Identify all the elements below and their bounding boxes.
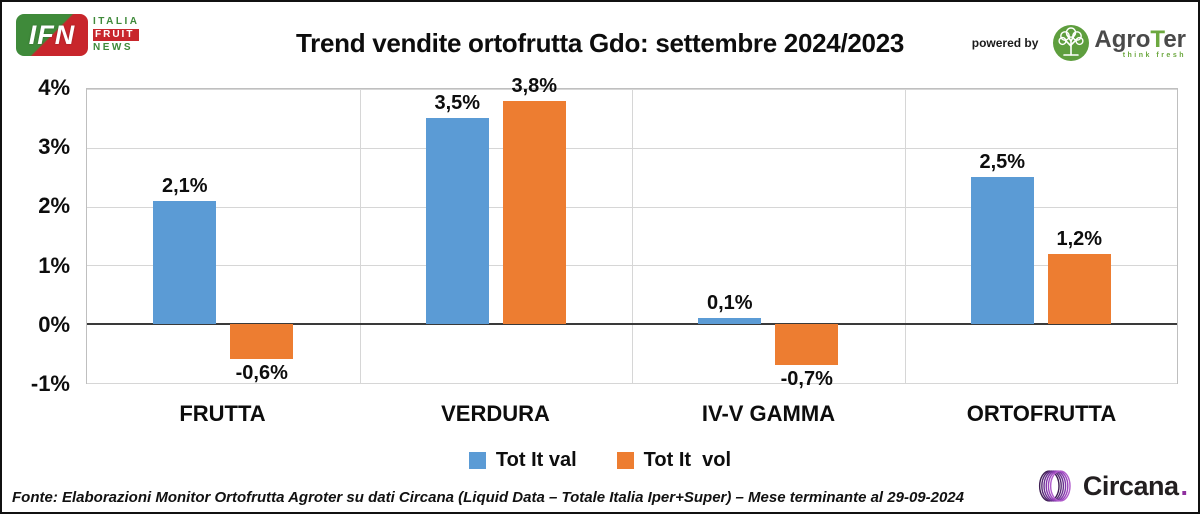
powered-by-block: powered by xyxy=(972,24,1186,62)
ifn-wordmark: ITALIA FRUIT NEWS xyxy=(93,14,140,56)
bar-group-frutta: 2,1% -0,6% xyxy=(87,89,360,384)
zero-axis-line xyxy=(87,323,1177,326)
bar-value-label: 3,8% xyxy=(511,74,558,97)
bar-value-label: -0,6% xyxy=(235,362,288,385)
category-label-ortofrutta: ORTOFRUTTA xyxy=(966,401,1117,426)
category-label-frutta: FRUTTA xyxy=(179,401,266,426)
source-note: Fonte: Elaborazioni Monitor Ortofrutta A… xyxy=(12,489,964,506)
ifn-line-fruit: FRUIT xyxy=(93,29,140,41)
bar-tot-it-vol-frutta: -0,6% xyxy=(230,324,294,384)
category-label-verdura: VERDURA xyxy=(441,401,550,426)
bar-group-ortofrutta: 2,5% 1,2% xyxy=(905,89,1178,383)
legend: Tot It val Tot It vol xyxy=(2,446,1198,474)
bar-tot-it-val-verdura: 3,5% xyxy=(425,92,489,325)
agroter-tree-icon xyxy=(1053,25,1090,61)
agroter-tagline: think fresh xyxy=(1122,51,1186,59)
y-tick-label: -1% xyxy=(30,371,70,396)
ifn-line-news: NEWS xyxy=(93,42,133,53)
circana-rings-icon xyxy=(1038,470,1071,502)
bar-value-label: 2,5% xyxy=(979,151,1026,174)
ifn-logo: IFN ITALIA FRUIT NEWS xyxy=(16,14,140,56)
circana-period: . xyxy=(1180,470,1188,501)
y-tick-label: 1% xyxy=(38,252,70,278)
ifn-line-italia: ITALIA xyxy=(93,16,140,27)
bar-value-label: 3,5% xyxy=(434,92,481,115)
bar-group-verdura: 3,5% 3,8% xyxy=(360,75,633,383)
bar-value-label: 0,1% xyxy=(706,292,753,315)
bar-tot-it-vol-ortofrutta: 1,2% xyxy=(1047,228,1111,325)
circana-wordmark: Circana xyxy=(1082,470,1179,501)
vertical-gridline xyxy=(359,89,361,383)
powered-by-label: powered by xyxy=(971,36,1039,50)
plot-area: 2,1% -0,6% 3,5% 3,8% 0,1% -0,7% 2,5% 1,2% xyxy=(86,75,1178,390)
bar-tot-it-val-frutta: 2,1% xyxy=(153,175,217,325)
vertical-gridline xyxy=(632,89,633,383)
bar-tot-it-val-ortofrutta: 2,5% xyxy=(970,151,1034,325)
circana-logo: Circana. xyxy=(1037,464,1188,508)
y-tick-label: 2% xyxy=(38,193,70,219)
vertical-gridline xyxy=(904,89,906,383)
legend-label-vol: Tot It vol xyxy=(643,448,732,471)
legend-entry-vol: Tot It vol xyxy=(616,448,732,472)
y-tick-label: 3% xyxy=(38,134,70,160)
agroter-name: AgroTer xyxy=(1094,25,1186,53)
legend-swatch-val-icon xyxy=(468,451,486,469)
bar-group-iv-v-gamma: 0,1% -0,7% xyxy=(632,89,905,390)
gridline xyxy=(87,383,1177,384)
bar-value-label: 1,2% xyxy=(1056,227,1103,250)
y-axis: 4% 3% 2% 1% 0% -1% xyxy=(2,75,76,396)
bar-value-label: -0,7% xyxy=(780,368,833,391)
chart-title: Trend vendite ortofrutta Gdo: settembre … xyxy=(295,28,905,58)
bar-tot-it-vol-iv-v-gamma: -0,7% xyxy=(775,324,839,390)
bar-tot-it-val-iv-v-gamma: 0,1% xyxy=(698,292,762,325)
bar-value-label: 2,1% xyxy=(161,174,208,197)
category-row: FRUTTA VERDURA IV-V GAMMA ORTOFRUTTA xyxy=(86,394,1178,434)
bar-tot-it-vol-verdura: 3,8% xyxy=(502,75,566,325)
legend-label-val: Tot It val xyxy=(495,448,577,471)
agroter-logo: AgroTer think fresh xyxy=(1052,24,1186,62)
agroter-wordmark: AgroTer think fresh xyxy=(1094,25,1186,59)
category-label-iv-v-gamma: IV-V GAMMA xyxy=(701,401,836,426)
legend-swatch-vol-icon xyxy=(616,451,634,469)
y-tick-label: 4% xyxy=(38,75,70,100)
ifn-badge-icon: IFN xyxy=(16,14,88,56)
legend-entry-val: Tot It val xyxy=(468,448,577,472)
y-tick-label: 0% xyxy=(38,311,70,337)
